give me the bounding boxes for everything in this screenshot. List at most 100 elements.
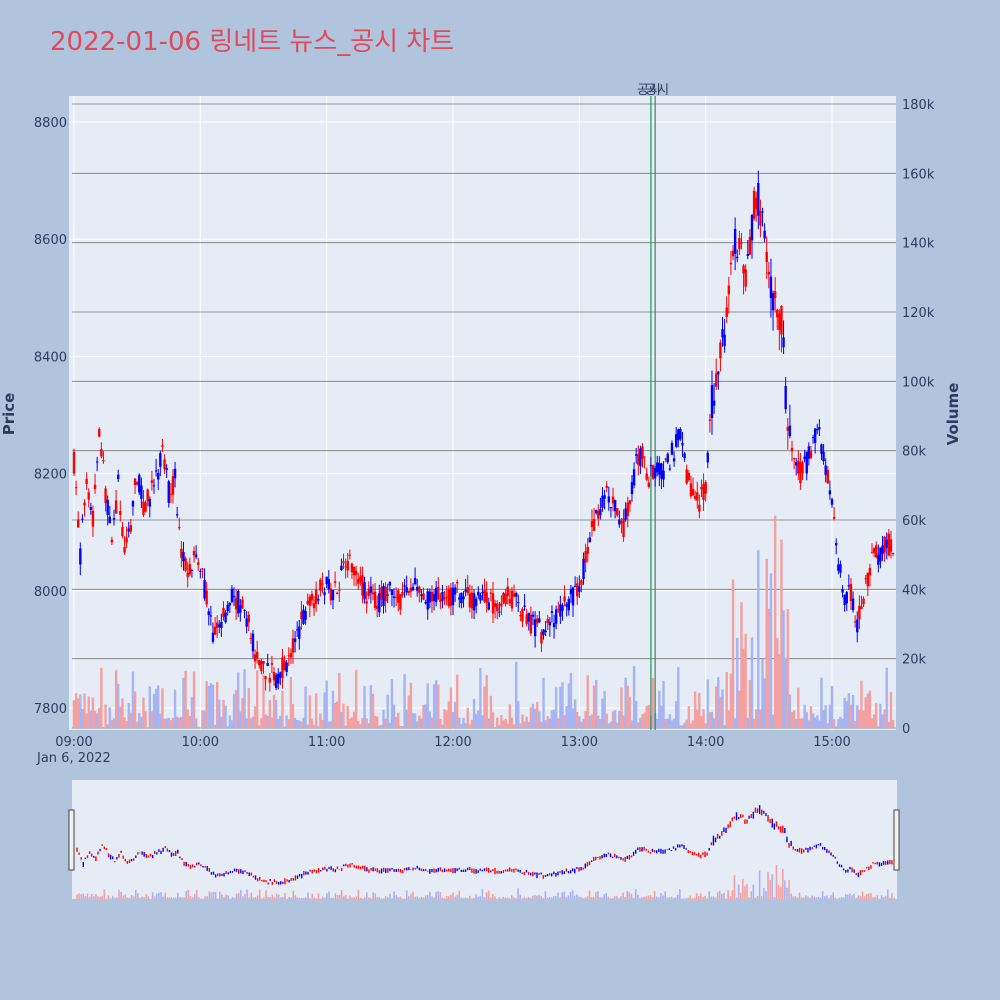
mini-volume-bar [525,897,528,899]
candle-body [666,453,669,463]
mini-volume-bar [580,897,582,899]
mini-volume-bar [420,897,423,899]
volume-bar [843,697,846,728]
candle-body [114,500,118,514]
volume-bar [740,602,743,728]
range-slider[interactable] [68,780,900,899]
mini-volume-bar [326,893,328,899]
mini-volume-bar [263,897,265,899]
mini-volume-bar [693,897,696,899]
volume-bar [866,693,869,728]
candle-body [664,458,667,460]
volume-bar [304,686,307,728]
mini-volume-bar [424,895,427,899]
mini-volume-bar [237,892,240,899]
mini-volume-bar [502,896,505,899]
candle-body [755,197,758,209]
range-slider-left-handle[interactable] [68,809,75,871]
candle-body [771,293,775,311]
volume-bar [434,679,438,728]
candle-body [209,615,213,617]
mini-volume-bar [536,895,538,899]
candle-body [203,579,206,599]
volume-bar [289,676,293,728]
volume-tick-label: 20k [902,653,927,668]
volume-bar [672,718,676,728]
candle-body [763,230,766,239]
volume-bar [660,705,663,728]
mini-volume-bar [557,892,559,899]
mini-volume-bar [256,895,259,899]
mini-volume-bar [796,897,799,899]
candle-body [622,518,625,538]
volume-bar [830,686,834,728]
mini-volume-bar [441,897,444,899]
range-slider-right-handle[interactable] [893,809,900,871]
volume-bar [371,693,375,728]
mini-volume-bar [765,891,767,899]
mini-volume-bar [716,892,719,899]
candle-body [371,592,375,595]
mini-volume-bar [859,896,862,899]
candle-body [820,444,823,454]
volume-bar [805,712,808,728]
volume-bar [255,670,259,728]
mini-volume-bar [153,896,156,899]
candle-body [557,608,560,610]
volume-bar [799,718,802,728]
mini-volume-bar [546,897,549,899]
candle-body [243,609,246,611]
volume-bar [142,697,145,728]
candle-body [698,504,701,512]
volume-bar [531,703,535,728]
volume-bar [807,720,811,728]
mini-volume-bar [828,898,830,899]
volume-bar [620,687,623,728]
mini-volume-bar [82,893,85,899]
mini-volume-bar [397,897,400,899]
candle-body [428,591,432,603]
mini-volume-bar [807,896,809,899]
volume-bar [767,608,771,728]
candle-body [546,619,549,623]
candle-body [304,610,307,620]
candle-body [194,554,198,558]
volume-tick-label: 180k [902,98,935,113]
volume-bar [159,713,162,728]
volume-bar [856,705,859,728]
candle-body [778,313,781,330]
candle-body [601,495,604,508]
volume-bar [335,701,339,728]
volume-bar [731,579,735,728]
volume-bar [277,719,280,728]
volume-bar [243,669,246,728]
candle-body [228,603,232,606]
mini-volume-bar [786,887,788,899]
volume-bar [112,718,116,728]
mini-volume-bar [721,893,723,899]
candle-body [163,459,166,470]
candle-body [656,462,659,473]
mini-volume-bar [225,894,227,899]
mini-volume-bar [513,897,515,899]
candle-body [885,539,888,548]
volume-bar [253,706,257,728]
candle-body [479,594,482,601]
volume-bar [594,679,598,728]
candle-body [500,603,503,607]
mini-volume-bar [252,897,255,899]
mini-volume-bar [483,896,486,899]
volume-axis-title: Volume [944,383,962,446]
mini-volume-bar [676,894,679,899]
candle-body [847,585,851,587]
candle-body [264,676,267,679]
candle-body [466,586,469,594]
mini-volume-bar [607,896,610,899]
candle-body [441,592,444,601]
candle-body [782,337,785,348]
candle-body [883,536,886,553]
candle-body [295,629,299,631]
candle-body [144,502,147,512]
mini-volume-bar [294,895,297,899]
